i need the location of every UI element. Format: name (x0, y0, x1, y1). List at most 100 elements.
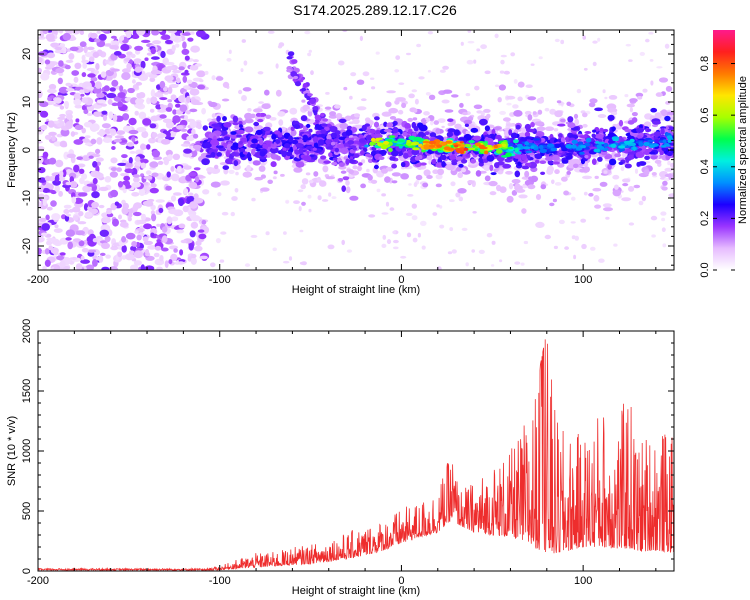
spectrogram-cell (670, 162, 674, 168)
spectrogram-cell (608, 158, 617, 166)
spectrogram-cell (560, 137, 566, 143)
spectrogram-cell (121, 206, 129, 215)
spectrogram-cell (301, 99, 306, 103)
spectrogram-cell (80, 255, 85, 261)
spectrogram-cell (201, 158, 210, 166)
spectrogram-cell (221, 211, 229, 216)
spectrogram-cell (535, 159, 540, 164)
spectrogram-cell (289, 107, 298, 115)
spectrogram-cell (369, 129, 376, 134)
spectrogram-cell (320, 129, 327, 134)
spectrogram-cell (240, 68, 244, 73)
spectrogram-cell (336, 113, 342, 120)
spectrogram-cell (394, 69, 400, 73)
spectrogram-cell (67, 241, 73, 250)
spectrogram-cell (108, 128, 116, 133)
spectrogram-cell (151, 213, 157, 222)
spectrogram-cell (74, 124, 84, 131)
spectrogram-cell (93, 69, 100, 75)
spectrogram-cell (59, 260, 66, 268)
spectrogram-cell (357, 165, 362, 172)
spectrogram-cell (189, 108, 198, 113)
spectrogram-cell (301, 178, 309, 185)
spectrogram-cell (188, 243, 194, 251)
spectrogram-cell (241, 95, 247, 102)
spectrogram-cell (484, 125, 490, 132)
spectrogram-cell (603, 142, 609, 148)
spectrogram-cell (170, 166, 175, 172)
spectrogram-cell (660, 145, 667, 148)
spectrogram-cell (447, 251, 453, 255)
spectrogram-cell (101, 216, 111, 224)
spectrogram-cell (116, 167, 122, 172)
spectrogram-cell (62, 142, 68, 148)
spectrogram-cell (631, 112, 638, 117)
spectrogram-cell (128, 117, 137, 126)
spectrogram-cell (565, 144, 573, 149)
spectrogram-cell (175, 103, 181, 108)
spectrogram-cell (592, 129, 597, 133)
spectrogram-cell (377, 142, 383, 147)
spectrogram-cell (381, 243, 387, 248)
spectrogram-cell (460, 41, 464, 46)
spectrogram-cell (64, 64, 71, 70)
spectrogram-cell (269, 147, 279, 154)
spectrogram-cell (44, 175, 51, 182)
y-tick-label: 10 (21, 96, 33, 108)
spectrogram-cell (467, 180, 475, 184)
spectrogram-cell (54, 185, 60, 193)
spectrogram-cell (328, 152, 333, 158)
spectrogram-cell (262, 126, 271, 132)
spectrogram-cell (456, 166, 462, 172)
spectrogram-cell (521, 208, 527, 214)
spectrogram-cell (479, 148, 485, 154)
spectrogram-cell (571, 144, 577, 149)
spectrogram-cell (189, 230, 196, 238)
spectrogram-cell (79, 168, 85, 174)
spectrogram-cell (305, 172, 311, 176)
spectrogram-cell (638, 200, 644, 206)
spectrogram-cell (254, 176, 264, 181)
spectrogram-cell (55, 67, 65, 74)
spectrogram-cell (471, 249, 476, 253)
spectrogram-cell (660, 211, 667, 216)
spectrogram-cell (225, 150, 231, 158)
spectrogram-cell (152, 132, 158, 138)
spectrogram-cell (80, 93, 85, 97)
spectrogram-cell (406, 52, 411, 56)
spectrogram-cell (300, 184, 307, 190)
spectrogram-cell (628, 59, 633, 62)
spectrogram-cell (63, 151, 69, 160)
spectrogram-cell (405, 212, 413, 216)
spectrogram-cell (165, 185, 172, 191)
spectrogram-cell (412, 237, 418, 243)
colorbar: 0.0 0.2 0.4 0.6 0.8 Normalized spectral ampl… (699, 30, 749, 278)
spectrogram-cell (661, 227, 666, 232)
spectrogram-cell (272, 176, 277, 180)
spectrogram-cell (395, 55, 401, 60)
spectrogram-cell (44, 248, 50, 255)
spectrogram-cell (457, 137, 467, 141)
spectrogram-cell (244, 118, 254, 124)
spectrogram-cell (629, 138, 635, 143)
spectrogram-cell (472, 211, 477, 214)
spectrogram-cell (135, 98, 144, 105)
spectrogram-cell (275, 155, 281, 161)
spectrogram-cell (581, 243, 587, 250)
spectrogram-cell (475, 170, 482, 177)
spectrogram-cell (385, 201, 390, 207)
spectrogram-cell (121, 159, 127, 163)
spectrogram-cell (263, 140, 273, 145)
spectrogram-cell (259, 151, 266, 157)
spectrogram-cell (251, 197, 256, 202)
spectrogram-cell (183, 148, 192, 154)
spectrogram-cell (552, 198, 558, 203)
spectrogram-cell (183, 188, 189, 195)
spectrogram-cell (60, 239, 67, 244)
spectrogram-cell (129, 150, 136, 154)
spectrogram-cell (38, 140, 43, 144)
spectrogram-cell (373, 164, 379, 170)
spectrogram-cell (126, 51, 133, 56)
spectrogram-cell (411, 121, 417, 129)
spectrogram-cell (336, 143, 345, 149)
